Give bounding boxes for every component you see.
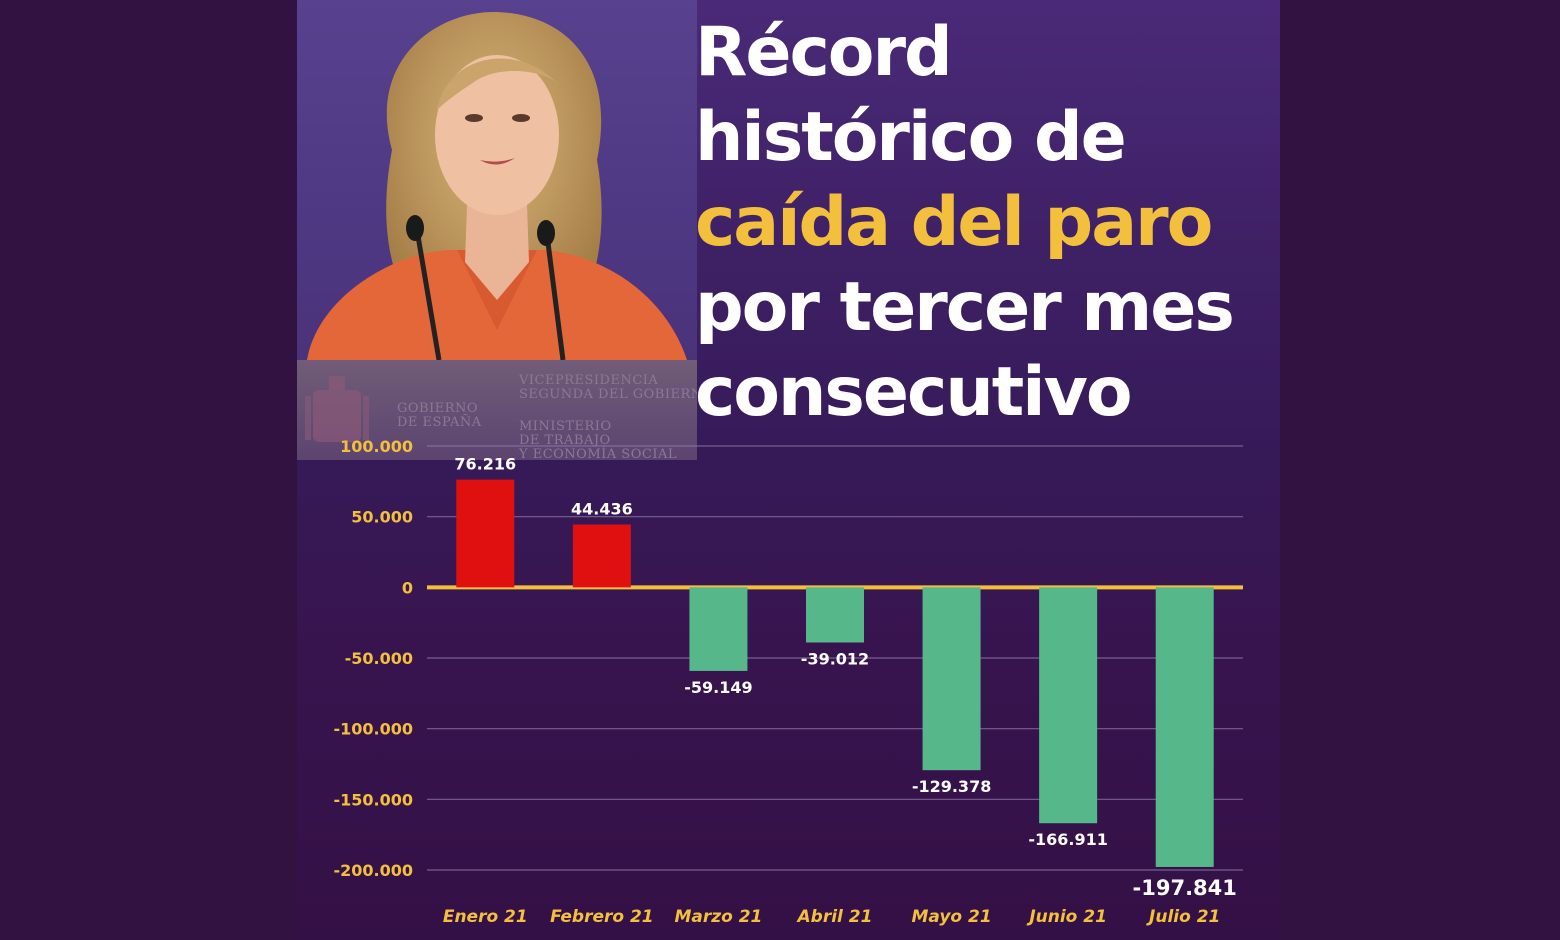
bar-value-label: -166.911 <box>1028 830 1108 849</box>
podium-vicepresidencia-text: VICEPRESIDENCIA SEGUNDA DEL GOBIERNO <box>519 373 697 402</box>
bar-value-label: -39.012 <box>801 649 869 668</box>
coat-of-arms-emblem <box>305 376 369 442</box>
podium-gobierno-text: GOBIERNO DE ESPAÑA <box>397 401 482 430</box>
headline-line-4: por tercer mes <box>695 268 1235 347</box>
bar-enero-21 <box>456 479 515 588</box>
bar-julio-21 <box>1155 587 1214 867</box>
bar-junio-21 <box>1039 587 1098 824</box>
headline-line-2: histórico de <box>695 98 1127 177</box>
bar-value-label: -129.378 <box>912 777 992 796</box>
podium-ministerio-text: MINISTERIO DE TRABAJO Y ECONOMÍA SOCIAL <box>519 419 677 461</box>
bar-value-label: 76.216 <box>454 455 516 474</box>
bar-abril-21 <box>806 587 864 643</box>
headline: Récord histórico de caída del paro por t… <box>695 10 1275 435</box>
speaker-photo: GOBIERNO DE ESPAÑA VICEPRESIDENCIA SEGUN… <box>297 0 697 460</box>
x-category-label: Junio 21 <box>1026 907 1107 927</box>
y-tick-label: -100.000 <box>333 720 413 739</box>
headline-line-3-accent: caída del paro <box>695 183 1213 262</box>
x-category-label: Abril 21 <box>796 907 873 927</box>
x-category-label: Enero 21 <box>443 907 528 927</box>
bar-value-label: 44.436 <box>571 500 633 519</box>
y-tick-label: -200.000 <box>333 861 413 880</box>
y-tick-label: 0 <box>402 578 413 597</box>
podium: GOBIERNO DE ESPAÑA VICEPRESIDENCIA SEGUN… <box>297 360 697 460</box>
headline-line-1: Récord <box>695 13 953 92</box>
bar-marzo-21 <box>689 587 748 671</box>
y-tick-label: 100.000 <box>340 437 413 456</box>
x-category-label: Julio 21 <box>1146 907 1220 927</box>
bar-value-label: -197.841 <box>1133 876 1237 900</box>
bar-value-label: -59.149 <box>684 678 752 697</box>
headline-line-5: consecutivo <box>695 353 1133 432</box>
x-category-label: Febrero 21 <box>550 907 654 927</box>
x-category-label: Marzo 21 <box>674 907 762 927</box>
y-tick-label: -50.000 <box>345 649 413 668</box>
x-category-label: Mayo 21 <box>911 907 991 927</box>
bar-mayo-21 <box>922 587 981 771</box>
y-tick-label: 50.000 <box>351 508 413 527</box>
y-tick-label: -150.000 <box>333 790 413 809</box>
bar-febrero-21 <box>572 524 631 588</box>
